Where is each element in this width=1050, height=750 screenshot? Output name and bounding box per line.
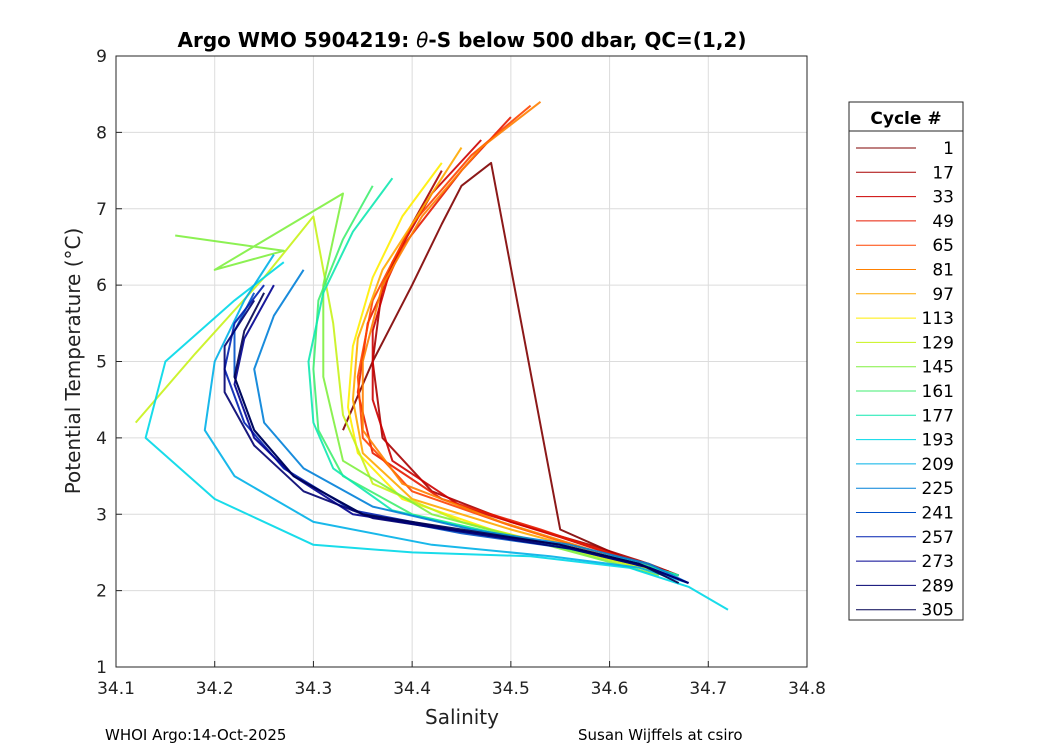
legend-label: 225 [922, 479, 954, 499]
legend-entry: 289 [856, 576, 954, 596]
legend-label: 193 [922, 431, 954, 451]
legend-label: 97 [932, 285, 954, 305]
legend-label: 145 [922, 358, 954, 378]
legend-label: 113 [922, 309, 954, 329]
series-line-cycle-209 [203, 254, 689, 584]
y-tick-label: 5 [96, 353, 107, 373]
legend-entries: 1 17 33 49 65 81 97 113 129 145 161 177 193 209 225 241… [856, 139, 954, 621]
footer-left: WHOI Argo:14-Oct-2025 [105, 726, 286, 744]
legend-entry: 81 [856, 261, 954, 281]
legend-label: 177 [922, 406, 954, 426]
series-line-cycle-193 [144, 261, 729, 611]
legend-entry: 145 [856, 358, 954, 378]
x-axis-label: Salinity [425, 705, 499, 729]
legend-entry: 305 [856, 601, 954, 621]
y-tick-label: 7 [96, 200, 107, 220]
legend-entry: 33 [856, 188, 954, 208]
legend-entry: 177 [856, 406, 954, 426]
y-tick-label: 9 [96, 47, 107, 67]
y-tick-label: 4 [96, 429, 107, 449]
x-tick-label: 34.7 [689, 679, 727, 699]
legend-entry: 161 [856, 382, 954, 402]
x-tick-label: 34.5 [492, 679, 530, 699]
legend-label: 17 [932, 163, 954, 183]
legend-label: 241 [922, 504, 954, 524]
series-layer [134, 101, 729, 611]
x-tick-label: 34.3 [294, 679, 332, 699]
title-theta: θ [416, 28, 428, 52]
legend: Cycle # 1 17 33 49 65 81 97 113 129 145 161 177 193 2… [848, 101, 964, 621]
title-prefix: Argo WMO 5904219: [178, 28, 417, 52]
legend-label: 1 [943, 139, 954, 159]
legend-entry: 225 [856, 479, 954, 499]
legend-entry: 129 [856, 333, 954, 353]
x-tick-label: 34.6 [591, 679, 629, 699]
y-tick-label: 8 [96, 123, 107, 143]
title-suffix: -S below 500 dbar, QC=(1,2) [428, 28, 746, 52]
legend-label: 289 [922, 576, 954, 596]
chart-title: Argo WMO 5904219: θ-S below 500 dbar, QC… [178, 28, 747, 52]
legend-entry: 49 [856, 212, 954, 232]
y-tick-label: 2 [96, 582, 107, 602]
x-tick-label: 34.4 [393, 679, 431, 699]
legend-label: 161 [922, 382, 954, 402]
legend-label: 305 [922, 601, 954, 621]
series-line-cycle-145 [175, 192, 660, 577]
legend-label: 65 [932, 236, 954, 256]
series-line-cycle-81 [361, 101, 670, 577]
y-tick-label: 3 [96, 505, 107, 525]
legend-title: Cycle # [870, 109, 941, 129]
legend-entry: 97 [856, 285, 954, 305]
legend-label: 257 [922, 528, 954, 548]
x-tick-label: 34.8 [788, 679, 826, 699]
y-tick-label: 6 [96, 276, 107, 296]
legend-entry: 241 [856, 504, 954, 524]
y-axis-label: Potential Temperature (°C) [61, 228, 85, 495]
legend-label: 209 [922, 455, 954, 475]
legend-label: 49 [932, 212, 954, 232]
legend-label: 129 [922, 333, 954, 353]
legend-entry: 1 [856, 139, 954, 159]
legend-entry: 17 [856, 163, 954, 183]
legend-entry: 193 [856, 431, 954, 451]
series-line-cycle-225 [253, 269, 689, 584]
legend-entry: 65 [856, 236, 954, 256]
legend-entry: 209 [856, 455, 954, 475]
legend-entry: 257 [856, 528, 954, 548]
footer-right: Susan Wijffels at csiro [578, 726, 743, 744]
ticks: 34.1 34.2 34.3 34.4 34.5 34.6 34.7 34.8 1 2 3 4 5 6 7 8… [96, 47, 826, 699]
legend-entry: 273 [856, 552, 954, 572]
series-line-cycle-49 [356, 116, 680, 577]
x-tick-label: 34.1 [97, 679, 135, 699]
series-line-cycle-305 [233, 292, 680, 584]
legend-entry: 113 [856, 309, 954, 329]
legend-label: 33 [932, 188, 954, 208]
series-line-cycle-289 [223, 299, 689, 584]
legend-box [848, 101, 964, 621]
legend-label: 81 [932, 261, 954, 281]
legend-label: 273 [922, 552, 954, 572]
x-tick-label: 34.2 [196, 679, 234, 699]
y-tick-label: 1 [96, 658, 107, 678]
